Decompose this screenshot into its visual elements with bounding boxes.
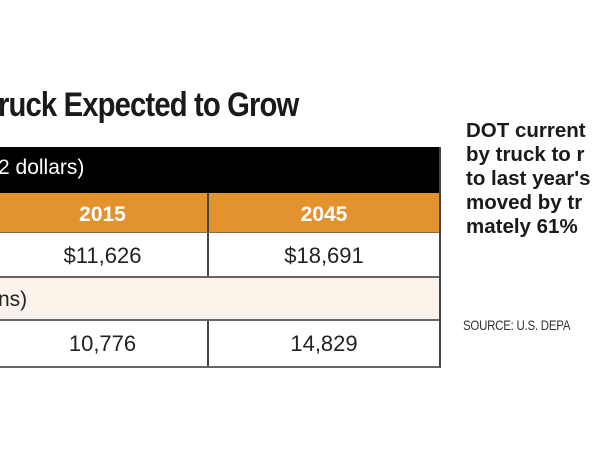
body-text-line: moved by tr <box>466 191 583 214</box>
source-note: SOURCE: U.S. DEPA <box>463 317 571 333</box>
section-header-tonnage: ns) <box>0 278 439 321</box>
table-row: 10,776 14,829 <box>0 321 439 366</box>
value-2045-cell: $18,691 <box>284 243 364 268</box>
body-text-line: mately 61% <box>466 215 578 238</box>
tonnage-2045-cell: 14,829 <box>290 331 358 356</box>
year-header-row: 2015 2045 <box>0 189 439 233</box>
body-text-line: to last year's <box>466 167 591 190</box>
infographic-title: ruck Expected to Grow <box>0 86 299 124</box>
section-header-value: 2 dollars) <box>0 147 439 189</box>
body-text-line: DOT current <box>466 119 586 142</box>
body-text-line: by truck to r <box>466 143 585 166</box>
value-2015-cell: $11,626 <box>0 233 209 276</box>
year-2015-header: 2015 <box>0 193 209 232</box>
table-row: $11,626 $18,691 <box>0 233 439 278</box>
year-2045-header: 2045 <box>300 203 348 226</box>
body-text: DOT current by truck to r to last year's… <box>466 119 591 239</box>
tonnage-2015-cell: 10,776 <box>0 321 209 366</box>
freight-table: 2 dollars) 2015 2045 $11,626 $18,691 ns)… <box>0 147 441 368</box>
